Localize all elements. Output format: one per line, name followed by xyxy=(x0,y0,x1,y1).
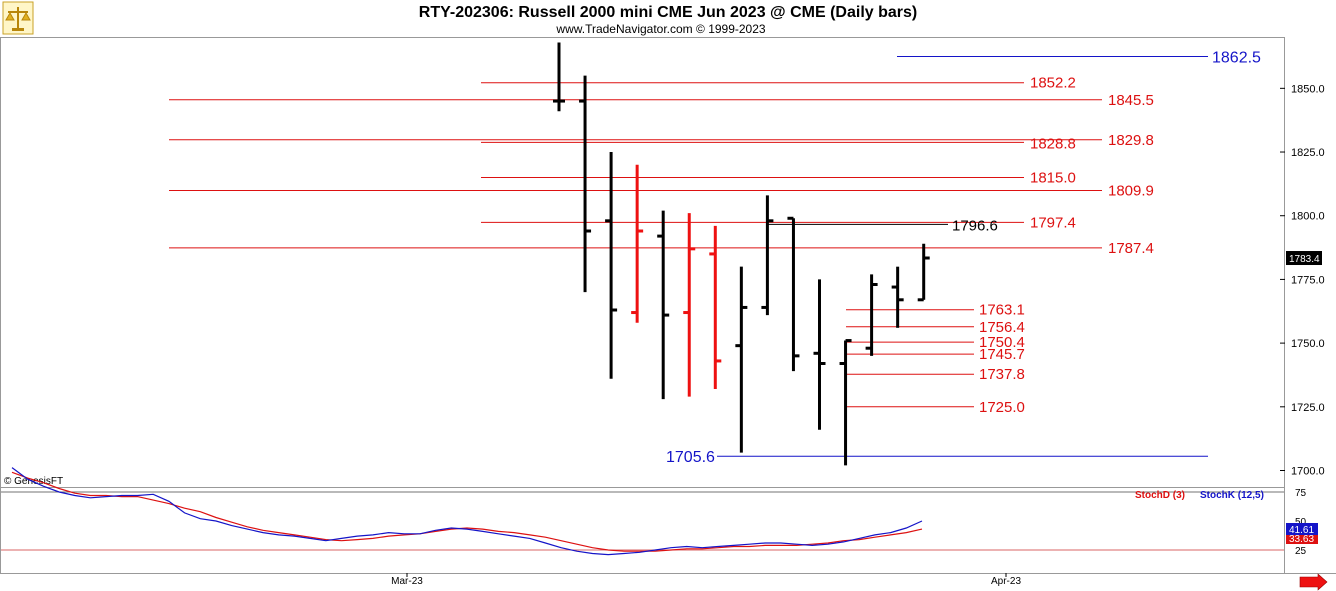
level-label: 1797.4 xyxy=(1030,214,1076,231)
stoch-last-badge xyxy=(1286,523,1318,535)
price-panel-frame xyxy=(0,37,1285,488)
ohlc-bars xyxy=(553,42,930,466)
level-label: 1750.4 xyxy=(979,334,1025,351)
level-label: 1815.0 xyxy=(1030,170,1076,187)
ohlc-bar xyxy=(553,42,565,112)
ohlc-bar xyxy=(631,164,644,323)
level-label: 1763.1 xyxy=(979,302,1025,319)
level-label: 1725.0 xyxy=(979,399,1025,416)
price-tick-label: 1725.0 xyxy=(1291,402,1325,414)
time-tick-label: Mar-23 xyxy=(391,576,423,587)
last-price-badge xyxy=(1286,251,1322,266)
ohlc-bar xyxy=(813,279,826,430)
price-levels: 1862.5 1852.2 1845.5 1829.8 1828.8 1815.0 1809… xyxy=(169,49,1261,466)
ohlc-bar xyxy=(787,216,800,372)
gold-scale-icon xyxy=(2,1,34,35)
price-tick-label: 1700.0 xyxy=(1291,466,1325,478)
price-tick-label: 1800.0 xyxy=(1291,211,1325,223)
ohlc-bar xyxy=(761,195,774,316)
ohlc-bar xyxy=(865,274,878,356)
level-label: 1705.6 xyxy=(666,449,715,466)
level-label: 1756.4 xyxy=(979,319,1025,336)
stoch-legend-label: StochD (3) xyxy=(1135,490,1185,501)
level-label: 1852.2 xyxy=(1030,75,1076,92)
stoch-legend-label: StochK (12,5) xyxy=(1200,490,1264,501)
level-label: 1829.8 xyxy=(1108,132,1154,149)
level-label: 1796.6 xyxy=(952,217,998,234)
ohlc-bar xyxy=(735,266,748,453)
last-price-label: 1783.4 xyxy=(1289,254,1320,265)
level-label: 1845.5 xyxy=(1108,92,1154,109)
ohlc-bar xyxy=(605,152,618,379)
ohlc-bar xyxy=(839,339,852,466)
time-axis: Mar-23 Apr-23 xyxy=(391,573,1021,587)
stochd-line xyxy=(11,471,923,552)
stoch-tick-label: 25 xyxy=(1295,546,1307,557)
level-label: 1787.4 xyxy=(1108,240,1154,257)
scroll-right-arrow-icon[interactable] xyxy=(1299,573,1328,591)
ohlc-bar xyxy=(709,225,722,389)
chart-title: RTY-202306: Russell 2000 mini CME Jun 20… xyxy=(419,4,917,21)
price-y-axis: 1850.0 1825.0 1800.0 1775.0 1750.0 1725.0 1700… xyxy=(1280,83,1325,478)
level-label: 1862.5 xyxy=(1212,49,1261,66)
ohlc-bar xyxy=(917,243,930,302)
time-tick-label: Apr-23 xyxy=(991,576,1021,587)
stoch-tick-label: 75 xyxy=(1295,488,1307,499)
ohlc-bar xyxy=(657,210,670,400)
price-tick-label: 1850.0 xyxy=(1291,83,1325,95)
stoch-panel-frame xyxy=(0,487,1285,574)
stoch-tick-label: 50 xyxy=(1295,517,1307,528)
stochastic-panel: 75 50 25 StochD (3) 33.63 StochK (12,5) 41.61 xyxy=(1,467,1318,557)
level-label: 1828.8 xyxy=(1030,135,1076,152)
stochk-line xyxy=(11,467,923,556)
stoch-last-label: 41.61 xyxy=(1289,525,1314,536)
price-tick-label: 1825.0 xyxy=(1291,147,1325,159)
level-label: 1737.8 xyxy=(979,366,1025,383)
ohlc-bar xyxy=(891,266,904,328)
level-label: 1809.9 xyxy=(1108,182,1154,199)
price-tick-label: 1775.0 xyxy=(1291,274,1325,286)
stoch-last-label: 33.63 xyxy=(1289,534,1314,545)
chart-subtitle: www.TradeNavigator.com © 1999-2023 xyxy=(555,22,765,36)
ohlc-bar xyxy=(683,213,696,397)
level-label: 1745.7 xyxy=(979,346,1025,363)
ohlc-bar xyxy=(579,75,592,293)
price-tick-label: 1750.0 xyxy=(1291,338,1325,350)
